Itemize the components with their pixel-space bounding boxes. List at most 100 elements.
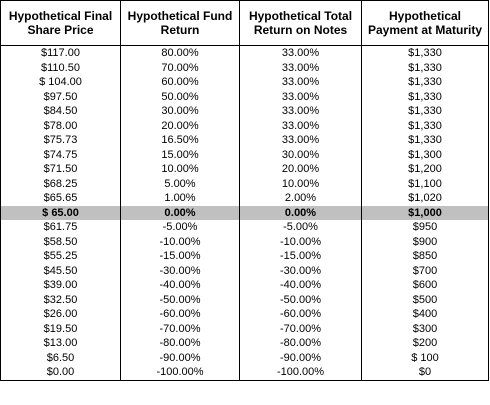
table-cell: 33.00% [239, 133, 362, 148]
table-cell: $13.00 [0, 336, 121, 351]
table-row: $6.50 -90.00% -90.00% $ 100 [0, 350, 489, 365]
table-cell: -30.00% [120, 263, 240, 278]
table-cell: $71.50 [0, 162, 121, 177]
table-row: $61.75 -5.00% -5.00% $950 [0, 220, 489, 235]
table-cell: 80.00% [120, 45, 240, 61]
table-cell: -10.00% [239, 234, 362, 249]
table-cell: $1,000 [361, 205, 489, 220]
table-cell: $1,330 [361, 89, 489, 104]
table-cell: $58.50 [0, 234, 121, 249]
table-cell: $26.00 [0, 307, 121, 322]
table-cell: 30.00% [120, 104, 240, 119]
table-cell: 10.00% [239, 176, 362, 191]
table-cell: -5.00% [120, 220, 240, 235]
table-row: $ 104.00 60.00% 33.00% $1,330 [0, 75, 489, 90]
table-row: $55.25 -15.00% -15.00% $850 [0, 249, 489, 264]
table-cell: -10.00% [120, 234, 240, 249]
table-cell: $600 [361, 278, 489, 293]
table-cell: $74.75 [0, 147, 121, 162]
table-row: $117.00 80.00% 33.00% $1,330 [0, 45, 489, 61]
table-cell: $45.50 [0, 263, 121, 278]
table-row: $97.50 50.00% 33.00% $1,330 [0, 89, 489, 104]
table-cell: 1.00% [120, 191, 240, 206]
header-row: Hypothetical Final Share Price Hypothetic… [0, 0, 489, 46]
table-cell: -80.00% [239, 336, 362, 351]
table-cell: $900 [361, 234, 489, 249]
table-cell: 15.00% [120, 147, 240, 162]
table-cell: $ 100 [361, 350, 489, 365]
table-row: $45.50 -30.00% -30.00% $700 [0, 263, 489, 278]
table-row: $78.00 20.00% 33.00% $1,330 [0, 118, 489, 133]
table-row: $75.73 16.50% 33.00% $1,330 [0, 133, 489, 148]
table-cell: -40.00% [120, 278, 240, 293]
table-cell: 30.00% [239, 147, 362, 162]
table-cell: 0.00% [239, 205, 362, 220]
column-header: Hypothetical Final Share Price [0, 0, 121, 46]
table-cell: 33.00% [239, 118, 362, 133]
table-cell: $117.00 [0, 45, 121, 61]
table-cell: $1,300 [361, 147, 489, 162]
column-header: Hypothetical Fund Return [120, 0, 240, 46]
column-header: Hypothetical Total Return on Notes [239, 0, 362, 46]
table-cell: -60.00% [239, 307, 362, 322]
table-row: $71.50 10.00% 20.00% $1,200 [0, 162, 489, 177]
table-cell: $1,330 [361, 45, 489, 61]
table-cell: $950 [361, 220, 489, 235]
table-cell: -100.00% [239, 365, 362, 380]
table-cell: $700 [361, 263, 489, 278]
table-cell: $55.25 [0, 249, 121, 264]
table-cell: $1,100 [361, 176, 489, 191]
table-cell: $ 65.00 [0, 205, 121, 220]
table-row: $26.00 -60.00% -60.00% $400 [0, 307, 489, 322]
table-cell: $200 [361, 336, 489, 351]
table-cell: 33.00% [239, 89, 362, 104]
table-cell: 2.00% [239, 191, 362, 206]
table-cell: -90.00% [239, 350, 362, 365]
table-row: $65.65 1.00% 2.00% $1,020 [0, 191, 489, 206]
table-cell: 16.50% [120, 133, 240, 148]
table-row: $39.00 -40.00% -40.00% $600 [0, 278, 489, 293]
table-cell: $39.00 [0, 278, 121, 293]
table-cell: -60.00% [120, 307, 240, 322]
table-cell: -5.00% [239, 220, 362, 235]
table-row: $68.25 5.00% 10.00% $1,100 [0, 176, 489, 191]
table-cell: $32.50 [0, 292, 121, 307]
table-row: $58.50 -10.00% -10.00% $900 [0, 234, 489, 249]
table-cell: 20.00% [120, 118, 240, 133]
table-cell: $68.25 [0, 176, 121, 191]
table-cell: -70.00% [120, 321, 240, 336]
table-cell: -15.00% [239, 249, 362, 264]
returns-table: Hypothetical Final Share Price Hypothetic… [0, 0, 489, 381]
table-cell: $1,200 [361, 162, 489, 177]
table-cell: $84.50 [0, 104, 121, 119]
table-cell: $1,330 [361, 104, 489, 119]
table-cell: $1,330 [361, 118, 489, 133]
table-cell: -100.00% [120, 365, 240, 380]
table-cell: -30.00% [239, 263, 362, 278]
table-row: $ 65.00 0.00% 0.00% $1,000 [0, 205, 489, 220]
table-cell: $500 [361, 292, 489, 307]
table-cell: -70.00% [239, 321, 362, 336]
table-cell: $1,020 [361, 191, 489, 206]
table-cell: $97.50 [0, 89, 121, 104]
table-row: $32.50 -50.00% -50.00% $500 [0, 292, 489, 307]
table-cell: $19.50 [0, 321, 121, 336]
table-row: $110.50 70.00% 33.00% $1,330 [0, 60, 489, 75]
table-cell: $ 104.00 [0, 75, 121, 90]
table-row: $13.00 -80.00% -80.00% $200 [0, 336, 489, 351]
table-cell: $400 [361, 307, 489, 322]
table-cell: 33.00% [239, 104, 362, 119]
table-cell: -90.00% [120, 350, 240, 365]
table-cell: 0.00% [120, 205, 240, 220]
table-row: $84.50 30.00% 33.00% $1,330 [0, 104, 489, 119]
table-cell: -80.00% [120, 336, 240, 351]
table-cell: -50.00% [120, 292, 240, 307]
table-body: $117.00 80.00% 33.00% $1,330 $110.50 70.00% 33… [0, 45, 489, 380]
table-cell: $6.50 [0, 350, 121, 365]
table-cell: $300 [361, 321, 489, 336]
table-cell: $75.73 [0, 133, 121, 148]
table-row: $19.50 -70.00% -70.00% $300 [0, 321, 489, 336]
table-cell: $0.00 [0, 365, 121, 380]
table-cell: -40.00% [239, 278, 362, 293]
